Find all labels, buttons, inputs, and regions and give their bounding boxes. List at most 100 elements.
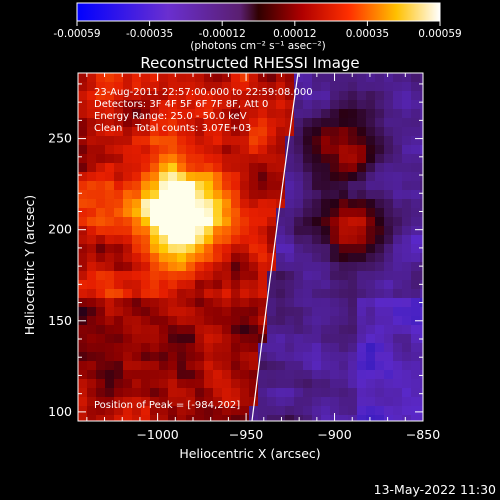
image-pixel [420,406,423,416]
image-pixel [375,253,385,263]
image-pixel [330,91,340,101]
image-pixel [240,73,250,83]
image-pixel [150,73,160,83]
image-pixel [384,208,394,218]
image-pixel [231,244,241,254]
image-pixel [168,73,178,83]
image-pixel [339,82,349,92]
image-pixel [213,325,223,335]
image-pixel [357,298,367,308]
image-pixel [384,289,394,299]
image-pixel [240,262,250,272]
image-pixel [348,181,358,191]
image-pixel [267,244,277,254]
image-pixel [105,181,115,191]
image-pixel [276,91,286,101]
image-pixel [195,190,205,200]
image-pixel [348,334,358,344]
image-pixel [240,172,250,182]
image-pixel [240,226,250,236]
image-pixel [96,154,106,164]
image-pixel [294,226,304,236]
image-pixel [123,163,133,173]
image-pixel [294,343,304,353]
image-pixel [168,352,178,362]
y-tick-label: 200 [48,222,72,237]
image-pixel [177,271,187,281]
image-pixel [339,298,349,308]
image-pixel [312,316,322,326]
image-pixel [195,181,205,191]
image-pixel [249,289,259,299]
image-pixel [348,82,358,92]
image-pixel [348,415,358,421]
image-pixel [330,244,340,254]
image-pixel [384,334,394,344]
image-pixel [348,298,358,308]
image-pixel [411,361,421,371]
image-pixel [303,352,313,362]
image-pixel [222,352,232,362]
image-pixel [411,136,421,146]
image-pixel [375,73,385,83]
image-pixel [321,109,331,119]
image-pixel [222,118,232,128]
colorbar-tick-label: 0.00012 [273,28,316,40]
image-pixel [312,361,322,371]
image-pixel [321,91,331,101]
image-pixel [357,109,367,119]
image-pixel [186,199,196,209]
image-pixel [132,334,142,344]
image-pixel [411,118,421,128]
image-pixel [420,388,423,398]
image-pixel [330,208,340,218]
image-pixel [123,235,133,245]
image-pixel [339,289,349,299]
image-pixel [213,136,223,146]
image-pixel [132,172,142,182]
image-pixel [411,100,421,110]
image-pixel [186,235,196,245]
image-pixel [186,154,196,164]
image-pixel [177,307,187,317]
image-pixel [357,181,367,191]
image-pixel [267,163,277,173]
image-pixel [150,172,160,182]
image-pixel [141,361,151,371]
image-pixel [357,82,367,92]
image-pixel [339,244,349,254]
image-pixel [177,325,187,335]
image-pixel [240,289,250,299]
image-pixel [285,334,295,344]
image-pixel [132,316,142,326]
image-pixel [240,235,250,245]
image-pixel [375,154,385,164]
image-pixel [87,289,97,299]
image-pixel [159,262,169,272]
image-pixel [105,388,115,398]
image-pixel [231,370,241,380]
image-pixel [159,370,169,380]
image-pixel [303,127,313,137]
image-pixel [186,262,196,272]
image-pixel [366,388,376,398]
image-pixel [375,388,385,398]
image-pixel [186,91,196,101]
image-pixel [114,73,124,83]
image-pixel [204,244,214,254]
image-pixel [123,217,133,227]
image-pixel [420,118,423,128]
image-pixel [285,163,295,173]
image-pixel [240,280,250,290]
image-pixel [276,406,286,416]
image-pixel [204,154,214,164]
image-pixel [186,190,196,200]
image-pixel [402,91,412,101]
image-pixel [231,118,241,128]
image-pixel [321,244,331,254]
image-pixel [150,217,160,227]
image-pixel [96,91,106,101]
image-pixel [177,73,187,83]
image-pixel [312,181,322,191]
image-pixel [303,226,313,236]
